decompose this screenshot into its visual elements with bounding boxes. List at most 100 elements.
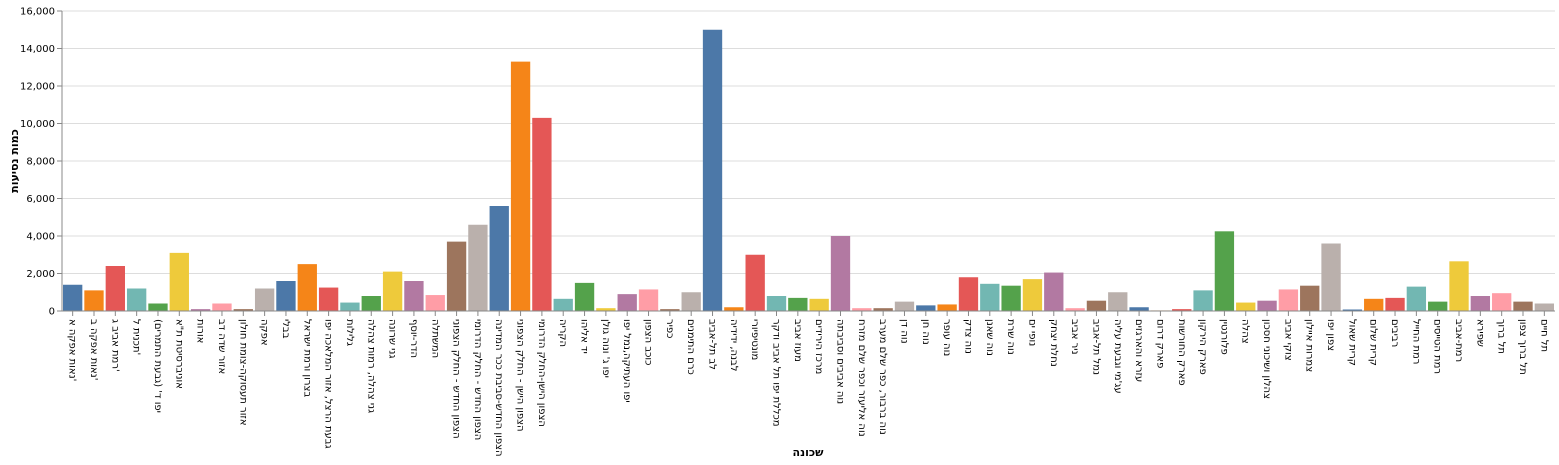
- x-tick-label: לב תל-אביב: [707, 319, 718, 370]
- y-tick-label: 16,000: [20, 7, 55, 18]
- x-tick-label: יפו ג' ונוה גולן: [600, 319, 611, 378]
- bar: [980, 283, 1000, 311]
- x-tick-label: המשתלה: [429, 319, 440, 358]
- bar: [1385, 297, 1405, 311]
- bar: [958, 277, 979, 311]
- bar: [1001, 285, 1021, 311]
- x-tick-label: פארק דרום: [1154, 319, 1165, 368]
- x-tick-label: נוה עופר: [941, 319, 952, 356]
- bar: [148, 303, 168, 311]
- x-tick-label: רמת הטייסים: [1432, 319, 1443, 374]
- bar: [852, 308, 872, 311]
- y-tick-label: 8,000: [26, 157, 55, 168]
- bar: [126, 288, 147, 311]
- bar: [254, 288, 275, 311]
- bar: [830, 236, 851, 311]
- bar: [297, 264, 317, 311]
- y-tick-label: 4,000: [26, 232, 55, 243]
- x-tick-label: נחלת יצחק: [1048, 319, 1059, 367]
- bar: [745, 254, 765, 311]
- x-tick-label: לבנה, ידידיה: [728, 319, 739, 372]
- x-tick-label: קרית שלום: [1368, 319, 1379, 366]
- y-tick-label: 0: [49, 307, 55, 318]
- bar: [1428, 301, 1448, 311]
- x-tick-label: בצרון ורמת ישראל: [301, 319, 312, 397]
- x-tick-label: עזרא והארגזים: [1133, 319, 1144, 382]
- x-tick-label: נוה חן: [920, 319, 931, 345]
- y-tick-label: 14,000: [20, 44, 55, 55]
- x-tick-label: כפיר: [664, 319, 675, 338]
- x-tick-label: הצפון החדש - החלק הדרומי: [472, 319, 483, 440]
- x-tick-label: נוה ברבור, כפר שלם מערב: [877, 319, 888, 435]
- x-tick-label: נוה צדק: [962, 319, 973, 354]
- x-tick-label: נוה שרת: [1005, 319, 1016, 355]
- x-tick-label: יד אליהו: [579, 319, 590, 354]
- bar: [873, 308, 893, 311]
- x-tick-label: נוה דן: [898, 319, 909, 344]
- bar: [553, 298, 573, 311]
- x-tick-label: מונטיפיורי: [749, 319, 760, 360]
- x-tick-label: צמרות איילון: [1304, 319, 1315, 372]
- x-tick-label: יפו העתיקה,נמל יפו: [621, 319, 632, 403]
- x-tick-label: אזור תעסוקה-צומת חולון: [237, 319, 248, 426]
- bar: [1321, 243, 1341, 311]
- y-tick-label: 12,000: [20, 82, 55, 93]
- bar: [1214, 231, 1235, 311]
- x-tick-label: תל ברוך צפון: [1517, 319, 1528, 375]
- bar: [937, 304, 957, 311]
- x-tick-label: נוה אליעזר וכפר שלם מזרח: [856, 319, 867, 437]
- bar: [404, 281, 424, 311]
- x-tick-label: כוכב הצפון: [643, 319, 654, 365]
- bar: [63, 284, 83, 311]
- x-tick-label: יפו ד' (גבעת התמרים): [152, 319, 163, 413]
- bar: [638, 289, 659, 311]
- bar: [1492, 293, 1512, 311]
- x-tick-label: תל ברוך: [1496, 319, 1507, 354]
- bar: [212, 303, 232, 311]
- bar: [1086, 300, 1107, 311]
- bar: [574, 282, 595, 311]
- bar: [169, 252, 189, 311]
- bar: [382, 271, 403, 311]
- bar: [1470, 296, 1491, 311]
- bar: [724, 307, 744, 311]
- x-tick-label: מעוז אביב: [792, 319, 803, 362]
- bar: [340, 302, 360, 311]
- bar: [318, 287, 339, 311]
- x-axis-title: שכונה: [793, 446, 825, 459]
- bar: [702, 29, 723, 311]
- x-tick-label: פלורנטין: [1218, 319, 1229, 355]
- x-tick-label: קרית שאול: [1346, 319, 1357, 366]
- x-tick-label: נאות אפקה א': [67, 319, 78, 381]
- bar: [1534, 303, 1554, 311]
- bar: [532, 117, 552, 311]
- x-tick-label: אזור שדה דב: [216, 319, 227, 374]
- x-tick-label: שפירא: [1474, 319, 1485, 347]
- bar: [361, 296, 381, 311]
- x-tick-label: נוה שאנן: [984, 319, 995, 356]
- bar: [1129, 307, 1149, 311]
- y-axis-title: כמות נסיעות: [8, 129, 21, 193]
- x-tick-label: נמל תל-אביב: [1090, 319, 1101, 375]
- bar: [1278, 289, 1299, 311]
- bar: [425, 295, 445, 311]
- x-tick-label: גני שרונה: [387, 319, 398, 359]
- x-tick-label: הצפון הישן - החלק הצפוני: [515, 319, 526, 432]
- x-tick-label: נופי ים: [1026, 319, 1037, 346]
- bar: [660, 309, 680, 311]
- x-tick-label: פארק הירקון: [1197, 319, 1208, 375]
- x-tick-label: צהלה: [1240, 319, 1251, 344]
- x-tick-label: צהלון ושיכוני חסכון: [1261, 319, 1272, 399]
- x-tick-label: מרכז הירידים: [813, 319, 824, 374]
- bar: [84, 290, 104, 311]
- bar: [105, 266, 125, 311]
- x-tick-label: הקריה: [557, 319, 568, 347]
- bar: [1193, 290, 1213, 311]
- bar: [766, 296, 787, 311]
- x-tick-label: גלילות: [344, 319, 355, 346]
- bar: [446, 241, 467, 311]
- bar: [788, 297, 808, 311]
- bar: [468, 224, 488, 311]
- x-tick-label: תכנית ל': [131, 319, 142, 355]
- x-tick-label: צוקי אביב: [1282, 319, 1293, 361]
